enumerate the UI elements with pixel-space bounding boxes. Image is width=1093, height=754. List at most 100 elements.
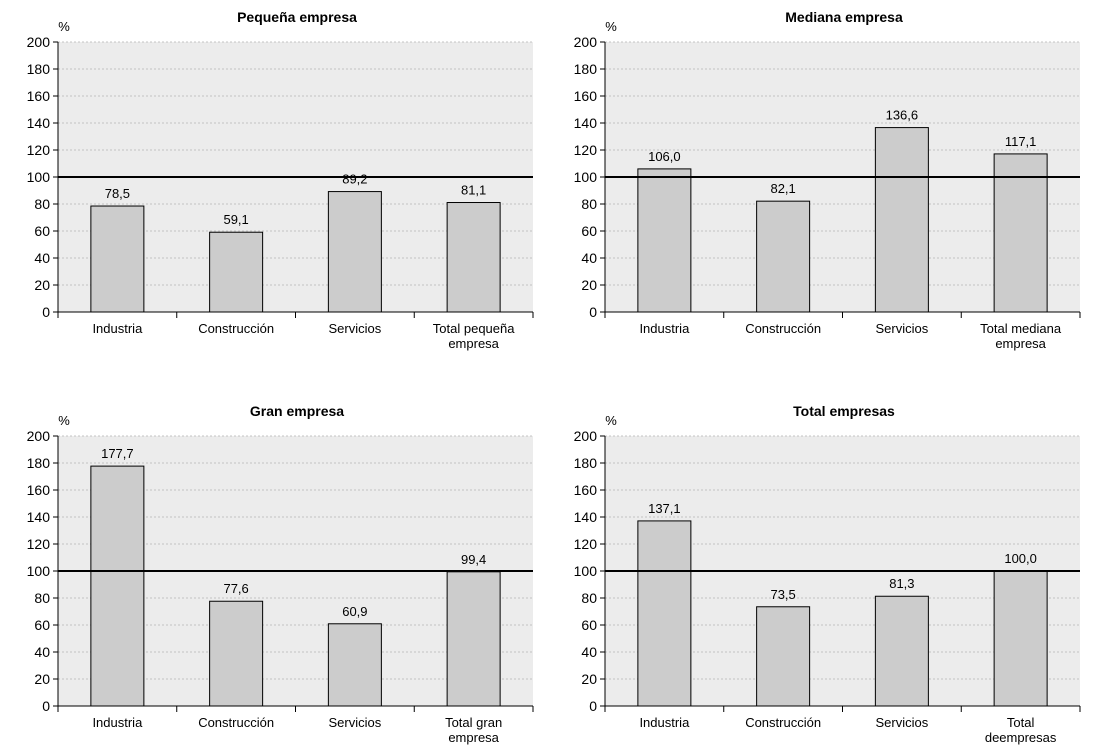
y-tick-label: 200 [27,34,51,50]
category-label: Total mediana [980,321,1062,336]
y-tick-label: 180 [574,455,598,471]
y-axis-label: % [605,413,617,428]
y-tick-label: 20 [34,277,50,293]
y-tick-label: 60 [581,223,597,239]
data-label: 81,3 [889,576,914,591]
data-label: 78,5 [105,186,130,201]
bar [874,127,929,313]
category-label: Total [1007,715,1035,730]
category-label: empresa [995,336,1046,351]
y-tick-label: 20 [34,671,50,687]
y-tick-label: 20 [581,277,597,293]
chart-title: Total empresas [793,403,895,419]
bar [637,168,692,313]
y-tick-label: 180 [574,61,598,77]
y-tick-label: 180 [27,455,51,471]
data-label: 177,7 [101,446,134,461]
data-label: 82,1 [770,181,795,196]
bar [209,231,264,313]
category-label: Construcción [745,321,821,336]
y-tick-label: 0 [42,698,50,714]
category-label: Servicios [876,321,929,336]
y-tick-label: 200 [574,428,598,444]
data-label: 77,6 [223,581,248,596]
y-tick-label: 140 [27,115,51,131]
y-tick-label: 40 [34,644,50,660]
data-label: 100,0 [1004,551,1037,566]
data-label: 137,1 [648,501,681,516]
category-label: Industria [92,321,143,336]
bar [209,600,264,707]
y-tick-label: 80 [34,196,50,212]
chart-title: Mediana empresa [785,9,903,25]
data-label: 60,9 [342,604,367,619]
y-tick-label: 120 [574,142,598,158]
bar [874,595,929,707]
y-tick-label: 120 [27,142,51,158]
y-tick-label: 100 [574,563,598,579]
y-tick-label: 160 [574,88,598,104]
bar-chart: 0 20 40 60 80 100 120 140 160 180 200% Total empres… [574,403,1081,745]
y-tick-label: 160 [574,482,598,498]
bar [993,570,1048,707]
y-tick-label: 140 [574,115,598,131]
y-tick-label: 40 [34,250,50,266]
category-label: Industria [639,715,690,730]
y-tick-label: 100 [574,169,598,185]
data-label: 59,1 [223,212,248,227]
data-label: 81,1 [461,183,486,198]
bar [756,200,811,313]
y-tick-label: 200 [27,428,51,444]
category-label: Industria [92,715,143,730]
bar [637,520,692,707]
bar [446,571,501,707]
y-tick-label: 20 [581,671,597,687]
data-label: 73,5 [770,587,795,602]
category-label: Servicios [329,715,382,730]
y-tick-label: 40 [581,250,597,266]
y-tick-label: 140 [27,509,51,525]
category-label: empresa [448,336,499,351]
data-label: 106,0 [648,149,681,164]
y-tick-label: 100 [27,563,51,579]
y-tick-label: 80 [581,590,597,606]
data-label: 99,4 [461,552,486,567]
y-tick-label: 80 [34,590,50,606]
data-label: 117,1 [1005,134,1037,149]
category-label: Industria [639,321,690,336]
y-tick-label: 0 [42,304,50,320]
y-tick-label: 60 [581,617,597,633]
y-axis-label: % [605,19,617,34]
chart-title: Gran empresa [250,403,344,419]
bar-chart: 0 20 40 60 80 100 120 140 160 180 200% Mediana empr… [574,9,1081,351]
bar [446,202,501,313]
y-axis-label: % [58,19,70,34]
y-tick-label: 120 [574,536,598,552]
bar [90,465,145,707]
bar [90,205,145,313]
y-tick-label: 200 [574,34,598,50]
category-label: Construcción [198,321,274,336]
y-tick-label: 140 [574,509,598,525]
category-label: deempresas [985,730,1057,745]
y-axis-label: % [58,413,70,428]
y-tick-label: 180 [27,61,51,77]
y-tick-label: 160 [27,482,51,498]
data-label: 136,6 [886,108,919,123]
y-tick-label: 160 [27,88,51,104]
category-label: Construcción [198,715,274,730]
bar-chart: 0 20 40 60 80 100 120 140 160 180 200% Pequeña empr… [27,9,534,351]
y-tick-label: 60 [34,617,50,633]
y-tick-label: 0 [589,698,597,714]
bar [327,191,382,313]
category-label: empresa [448,730,499,745]
y-tick-label: 0 [589,304,597,320]
y-tick-label: 80 [581,196,597,212]
category-label: Servicios [329,321,382,336]
chart-title: Pequeña empresa [237,9,357,25]
bar [327,623,382,707]
category-label: Total pequeña [433,321,515,336]
data-label: 89,2 [342,172,367,187]
y-tick-label: 60 [34,223,50,239]
